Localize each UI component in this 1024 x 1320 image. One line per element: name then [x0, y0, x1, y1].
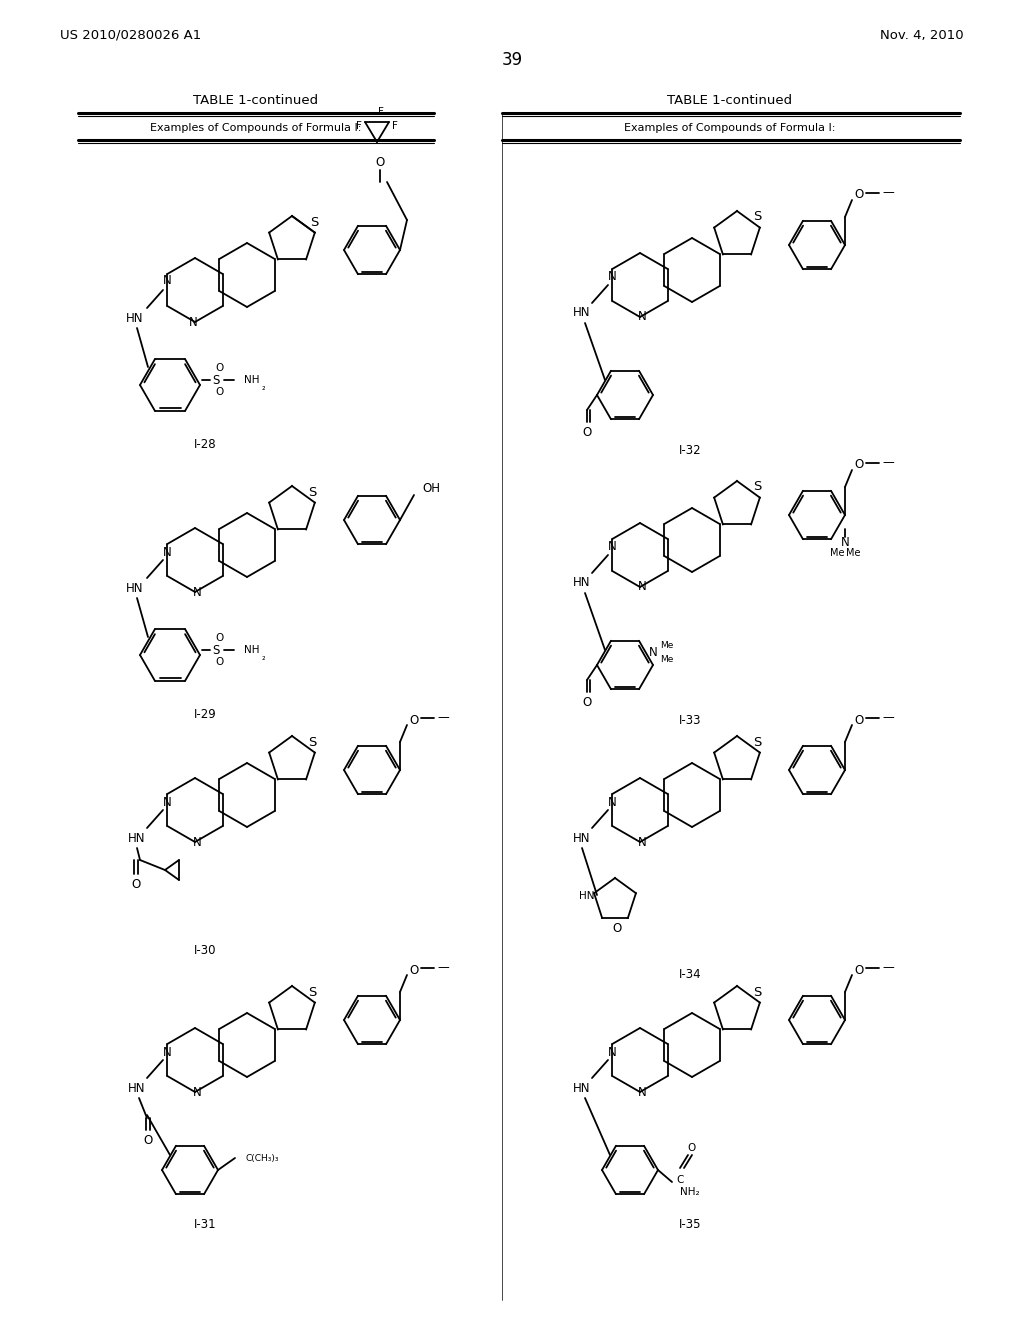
Text: O: O: [612, 921, 622, 935]
Text: O: O: [216, 363, 224, 374]
Text: N: N: [193, 586, 202, 598]
Text: —: —: [437, 711, 449, 725]
Text: NH: NH: [244, 645, 259, 655]
Text: S: S: [308, 986, 316, 998]
Text: ₂: ₂: [262, 383, 265, 392]
Text: HN: HN: [128, 832, 145, 845]
Text: N: N: [607, 540, 616, 553]
Text: N: N: [638, 310, 646, 323]
Text: N: N: [638, 1085, 646, 1098]
Text: Me: Me: [660, 656, 674, 664]
Text: Me: Me: [660, 640, 674, 649]
Text: S: S: [212, 374, 220, 387]
Text: F: F: [392, 121, 398, 131]
Text: C(CH₃)₃: C(CH₃)₃: [245, 1154, 279, 1163]
Text: N: N: [163, 273, 171, 286]
Text: S: S: [753, 210, 761, 223]
Text: C: C: [676, 1175, 684, 1185]
Text: N: N: [163, 545, 171, 558]
Text: N: N: [638, 581, 646, 594]
Text: N: N: [638, 836, 646, 849]
Text: O: O: [216, 634, 224, 643]
Text: —: —: [882, 457, 894, 470]
Text: F: F: [378, 107, 384, 117]
Text: HN: HN: [573, 832, 591, 845]
Text: Me: Me: [846, 548, 860, 558]
Text: HN: HN: [573, 1081, 591, 1094]
Text: HN: HN: [573, 306, 591, 319]
Text: O: O: [583, 696, 592, 709]
Text: I-34: I-34: [679, 969, 701, 982]
Text: I-35: I-35: [679, 1218, 701, 1232]
Text: HN: HN: [573, 577, 591, 590]
Text: O: O: [410, 964, 419, 977]
Text: —: —: [882, 711, 894, 725]
Text: S: S: [753, 480, 761, 494]
Text: O: O: [854, 714, 863, 726]
Text: N: N: [163, 796, 171, 808]
Text: OH: OH: [422, 482, 440, 495]
Text: I-32: I-32: [679, 444, 701, 457]
Text: —: —: [882, 961, 894, 974]
Text: S: S: [753, 735, 761, 748]
Text: S: S: [308, 735, 316, 748]
Text: I-28: I-28: [194, 438, 216, 451]
Text: N: N: [607, 271, 616, 284]
Text: ₂: ₂: [262, 652, 265, 661]
Text: S: S: [753, 986, 761, 998]
Text: —: —: [437, 961, 449, 974]
Text: TABLE 1-continued: TABLE 1-continued: [194, 94, 318, 107]
Text: N: N: [193, 1085, 202, 1098]
Text: I-31: I-31: [194, 1218, 216, 1232]
Text: O: O: [376, 156, 385, 169]
Text: HN: HN: [126, 582, 143, 594]
Text: HN: HN: [126, 312, 143, 325]
Text: Nov. 4, 2010: Nov. 4, 2010: [881, 29, 964, 41]
Text: —: —: [882, 186, 894, 199]
Text: 39: 39: [502, 51, 522, 69]
Text: O: O: [131, 878, 140, 891]
Text: N: N: [188, 315, 198, 329]
Text: S: S: [308, 486, 316, 499]
Text: I-30: I-30: [194, 944, 216, 957]
Text: O: O: [216, 657, 224, 667]
Text: HN: HN: [580, 891, 595, 902]
Text: O: O: [143, 1134, 153, 1147]
Text: O: O: [854, 458, 863, 471]
Text: S: S: [212, 644, 220, 656]
Text: N: N: [607, 796, 616, 808]
Text: O: O: [854, 189, 863, 202]
Text: NH₂: NH₂: [680, 1187, 699, 1197]
Text: O: O: [583, 425, 592, 438]
Text: N: N: [607, 1045, 616, 1059]
Text: US 2010/0280026 A1: US 2010/0280026 A1: [60, 29, 202, 41]
Text: Examples of Compounds of Formula I:: Examples of Compounds of Formula I:: [625, 123, 836, 133]
Text: F: F: [356, 121, 361, 131]
Text: N: N: [648, 647, 657, 660]
Text: O: O: [688, 1143, 696, 1152]
Text: O: O: [854, 964, 863, 977]
Text: TABLE 1-continued: TABLE 1-continued: [668, 94, 793, 107]
Text: Me: Me: [829, 548, 844, 558]
Text: HN: HN: [128, 1081, 145, 1094]
Text: I-33: I-33: [679, 714, 701, 726]
Text: Examples of Compounds of Formula I:: Examples of Compounds of Formula I:: [151, 123, 361, 133]
Text: S: S: [310, 215, 318, 228]
Text: I-29: I-29: [194, 709, 216, 722]
Text: O: O: [216, 387, 224, 397]
Text: O: O: [410, 714, 419, 726]
Text: NH: NH: [244, 375, 259, 385]
Text: N: N: [841, 536, 849, 549]
Text: N: N: [193, 836, 202, 849]
Text: N: N: [163, 1045, 171, 1059]
